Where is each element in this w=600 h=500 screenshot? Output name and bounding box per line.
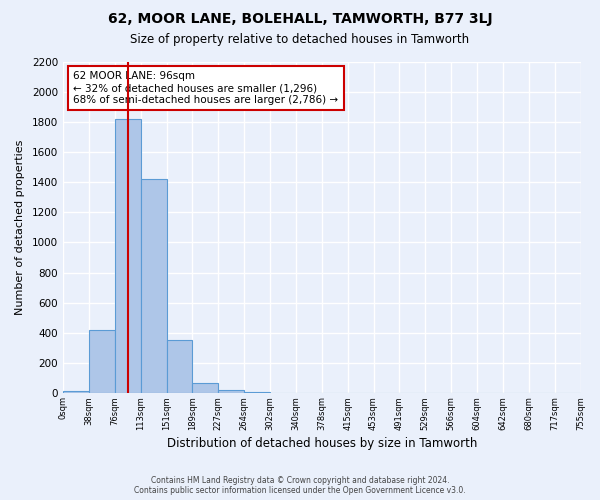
Text: 62 MOOR LANE: 96sqm
← 32% of detached houses are smaller (1,296)
68% of semi-det: 62 MOOR LANE: 96sqm ← 32% of detached ho… [73,72,338,104]
Bar [63,391,89,394]
Bar [244,392,270,394]
Bar [89,330,115,394]
Bar [218,390,244,394]
X-axis label: Distribution of detached houses by size in Tamworth: Distribution of detached houses by size … [167,437,477,450]
Bar [167,340,193,394]
Text: 62, MOOR LANE, BOLEHALL, TAMWORTH, B77 3LJ: 62, MOOR LANE, BOLEHALL, TAMWORTH, B77 3… [107,12,493,26]
Bar [193,382,218,394]
Bar [115,119,140,394]
Bar [140,179,167,394]
Text: Size of property relative to detached houses in Tamworth: Size of property relative to detached ho… [130,32,470,46]
Text: Contains HM Land Registry data © Crown copyright and database right 2024.
Contai: Contains HM Land Registry data © Crown c… [134,476,466,495]
Y-axis label: Number of detached properties: Number of detached properties [15,140,25,315]
